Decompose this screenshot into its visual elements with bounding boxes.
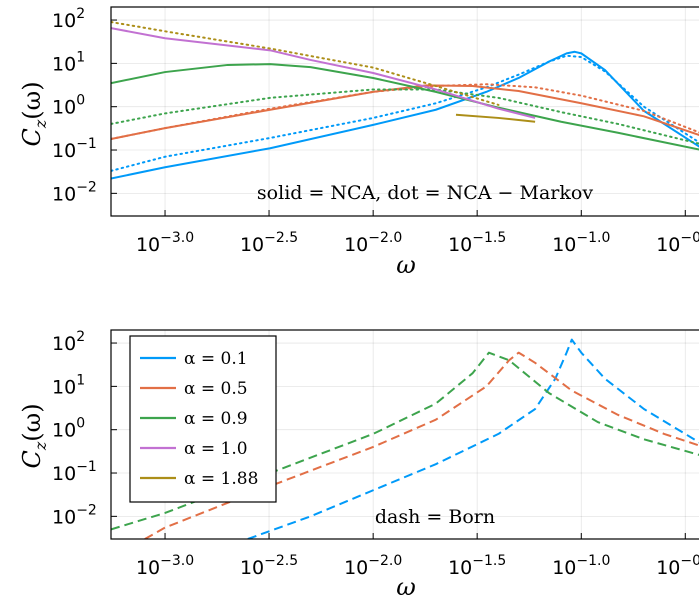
bottom-x-tick-label: 10−2.5 bbox=[240, 553, 298, 579]
panel-bottom-chart: 10−3.0 10−2.5 10−2.0 10−1.5 10−1.0 10−0.5 10−… bbox=[18, 329, 699, 601]
bottom-x-tick-label: 10−1.5 bbox=[448, 553, 506, 579]
legend: α = 0.1 α = 0.5 α = 0.9 α = 1.0 α = 1.88 bbox=[129, 335, 277, 503]
bottom-plot-frame bbox=[110, 329, 699, 540]
bottom-series-line-2 bbox=[111, 351, 699, 531]
top-x-axis-label: ω bbox=[396, 251, 416, 279]
top-x-tick-label: 10−1.5 bbox=[448, 230, 506, 256]
bottom-x-tick-label: 10−1.0 bbox=[552, 553, 610, 579]
bottom-x-tick-label: 10−0.5 bbox=[656, 553, 699, 579]
bottom-y-tick-label: 10−1 bbox=[52, 459, 97, 485]
legend-label: α = 0.9 bbox=[184, 409, 248, 429]
legend-label: α = 1.0 bbox=[184, 439, 248, 459]
legend-label: α = 0.1 bbox=[184, 349, 248, 369]
bottom-ticks bbox=[111, 342, 686, 539]
bottom-series-line-1 bbox=[144, 351, 699, 539]
top-series-line-8 bbox=[455, 113, 536, 123]
top-series-line-6 bbox=[111, 27, 536, 119]
top-x-tick-label: 10−2.0 bbox=[344, 230, 402, 256]
bottom-y-tick-label: 10−2 bbox=[52, 502, 97, 528]
top-x-tick-label: 10−2.5 bbox=[240, 230, 298, 256]
top-y-tick-label: 101 bbox=[52, 49, 85, 75]
top-plot-frame bbox=[110, 6, 699, 217]
top-y-tick-label: 100 bbox=[52, 93, 85, 119]
top-series-line-0 bbox=[111, 50, 699, 180]
top-series-line-7 bbox=[111, 21, 500, 106]
top-series-line-1 bbox=[111, 54, 699, 172]
bottom-y-tick-label: 101 bbox=[52, 372, 85, 398]
top-y-tick-label: 102 bbox=[52, 6, 85, 32]
legend-items: α = 0.1 α = 0.5 α = 0.9 α = 1.0 α = 1.88 bbox=[140, 349, 258, 489]
top-y-axis-label: Cz(ω) bbox=[18, 81, 50, 146]
top-x-tick-labels: 10−3.0 10−2.5 10−2.0 10−1.5 10−1.0 10−0.5 bbox=[136, 230, 699, 256]
top-y-tick-label: 10−1 bbox=[52, 136, 97, 162]
bottom-y-tick-label: 102 bbox=[52, 329, 85, 355]
bottom-x-tick-label: 10−3.0 bbox=[136, 553, 194, 579]
bottom-y-tick-labels: 10−2 10−1 100 101 102 bbox=[52, 329, 97, 528]
bottom-x-tick-label: 10−2.0 bbox=[344, 553, 402, 579]
bottom-annotation: dash = Born bbox=[375, 506, 495, 528]
top-x-tick-label: 10−1.0 bbox=[552, 230, 610, 256]
bottom-series-layer bbox=[111, 338, 699, 539]
top-series-line-3 bbox=[111, 83, 699, 140]
panel-top-chart: 10−3.0 10−2.5 10−2.0 10−1.5 10−1.0 10−0.5 10−… bbox=[18, 6, 699, 279]
bottom-x-axis-label: ω bbox=[396, 573, 416, 601]
top-series-line-5 bbox=[111, 88, 699, 145]
top-x-tick-label: 10−3.0 bbox=[136, 230, 194, 256]
legend-label: α = 0.5 bbox=[184, 379, 248, 399]
bottom-y-tick-label: 100 bbox=[52, 416, 85, 442]
top-y-tick-label: 10−2 bbox=[52, 179, 97, 205]
bottom-y-axis-label: Cz(ω) bbox=[18, 403, 50, 468]
top-y-tick-labels: 10−2 10−1 100 101 102 bbox=[52, 6, 97, 205]
top-ticks bbox=[111, 19, 686, 216]
bottom-x-tick-labels: 10−3.0 10−2.5 10−2.0 10−1.5 10−1.0 10−0.5 bbox=[136, 553, 699, 579]
legend-label: α = 1.88 bbox=[184, 469, 258, 489]
top-series-line-4 bbox=[111, 63, 699, 151]
top-x-tick-label: 10−0.5 bbox=[656, 230, 699, 256]
top-annotation: solid = NCA, dot = NCA − Markov bbox=[257, 182, 593, 204]
top-series-layer bbox=[111, 21, 699, 180]
top-grid bbox=[111, 7, 699, 216]
